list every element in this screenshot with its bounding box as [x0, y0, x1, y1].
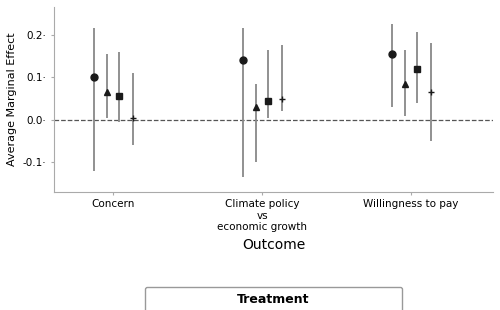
Y-axis label: Average Marginal Effect: Average Marginal Effect	[7, 33, 17, 166]
X-axis label: Outcome: Outcome	[242, 238, 305, 252]
Legend: Cares Climate, Self-Int. Climate, Cares Neutral, Self-Int. Neutral: Cares Climate, Self-Int. Climate, Cares …	[145, 287, 402, 310]
